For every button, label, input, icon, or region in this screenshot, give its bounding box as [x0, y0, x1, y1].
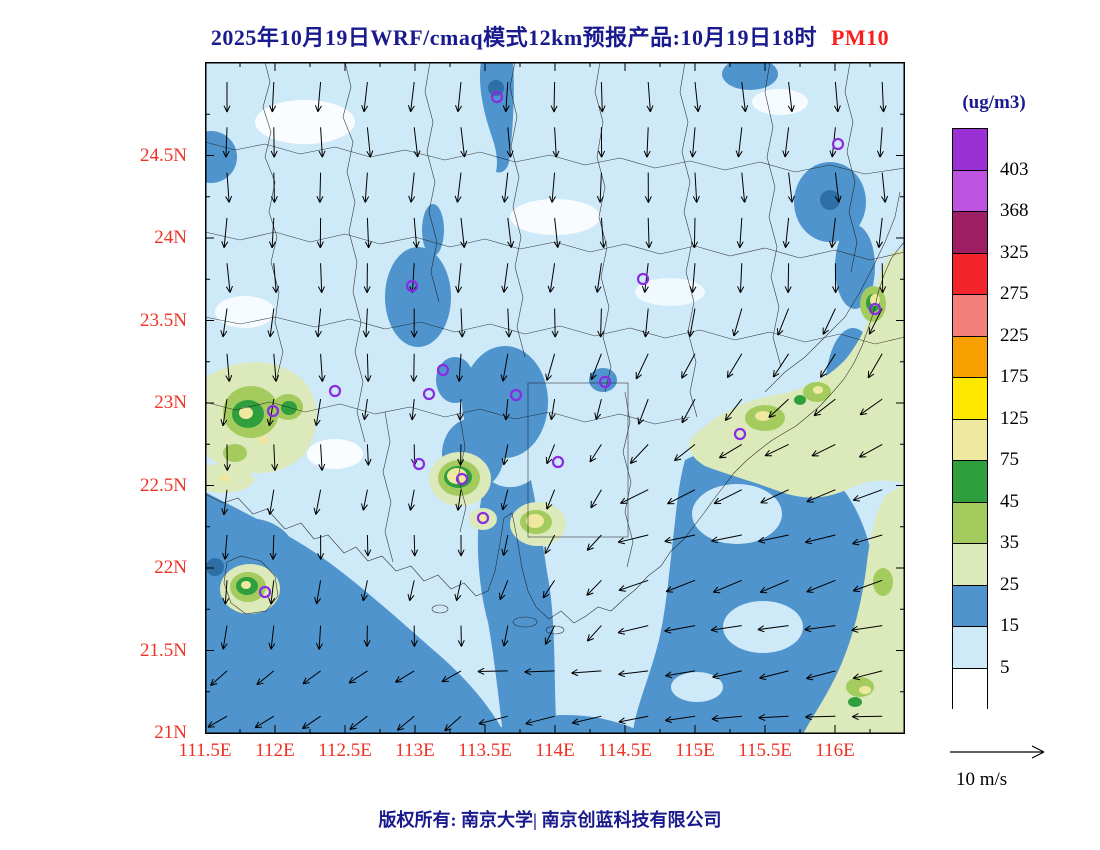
lat-tick-label: 23.5N — [140, 309, 187, 331]
lon-tick-label: 116E — [815, 740, 855, 761]
legend-cell — [953, 502, 987, 544]
city-marker-layer — [258, 90, 882, 599]
city-marker — [733, 427, 747, 441]
legend-cell — [953, 544, 987, 586]
lon-tick-label: 115E — [675, 740, 715, 761]
legend-cell — [953, 212, 987, 254]
city-marker — [831, 137, 845, 151]
legend-cell — [953, 170, 987, 212]
boundary-lines-layer — [205, 62, 905, 635]
legend-cell — [953, 461, 987, 503]
lat-tick-label: 22N — [154, 557, 187, 578]
city-marker — [422, 387, 436, 401]
city-marker — [868, 302, 882, 316]
lat-tick-label: 21.5N — [140, 639, 187, 661]
lon-tick-label: 111.5E — [178, 740, 232, 761]
legend-cell — [953, 129, 987, 171]
legend-value-label: 25 — [1000, 573, 1019, 595]
lon-tick-label: 112E — [255, 740, 295, 761]
legend-value-label: 225 — [1000, 324, 1029, 346]
lon-tick-label: 115.5E — [738, 740, 792, 761]
city-marker — [266, 404, 280, 418]
legend-cell — [953, 627, 987, 669]
legend-unit-label: (ug/m3) — [962, 92, 1026, 113]
lat-tick-label: 21N — [154, 722, 187, 743]
title-text: 2025年10月19日WRF/cmaq模式12km预报产品:10月19日18时 — [210, 25, 817, 50]
legend-cell — [953, 253, 987, 295]
colorbar — [952, 128, 988, 710]
legend-cell — [953, 336, 987, 378]
legend-value-label: 275 — [1000, 283, 1029, 304]
city-marker — [476, 511, 490, 525]
title-species-pm10: PM10 — [830, 25, 890, 50]
city-marker — [509, 388, 523, 402]
legend-cell — [953, 378, 987, 420]
lat-tick-label: 23N — [154, 392, 187, 413]
legend-value-label: 35 — [1000, 532, 1019, 553]
forecast-map — [205, 62, 905, 734]
city-marker — [551, 455, 565, 469]
lon-tick-label: 114E — [535, 740, 575, 761]
legend-cell — [953, 419, 987, 461]
legend-cell — [953, 668, 987, 710]
city-marker — [328, 384, 342, 398]
legend-value-label: 325 — [1000, 241, 1029, 263]
page-title: 2025年10月19日WRF/cmaq模式12km预报产品:10月19日18时 P… — [0, 20, 1100, 52]
city-marker — [436, 363, 450, 377]
legend-value-label: 45 — [1000, 490, 1019, 512]
city-marker — [455, 472, 469, 486]
legend-value-label: 15 — [1000, 615, 1019, 636]
legend-value-label: 125 — [1000, 407, 1029, 429]
lat-tick-label: 24N — [154, 227, 187, 248]
city-marker — [598, 375, 612, 389]
map-frame — [205, 62, 905, 734]
wind-scale-label: 10 m/s — [956, 769, 1008, 790]
wind-vector-layer — [207, 81, 889, 732]
wind-scale: 10 m/s — [942, 736, 1072, 790]
city-marker — [490, 90, 504, 104]
city-marker — [258, 585, 272, 599]
map-canvas — [205, 62, 905, 734]
legend-cell — [953, 585, 987, 627]
lon-tick-label: 113.5E — [458, 740, 512, 761]
colorbar-legend: (ug/m3) 403 368 325 275 225 175 125 75 45 35 25 15 5 — [948, 92, 1058, 732]
legend-value-label: 175 — [1000, 366, 1029, 387]
legend-value-label: 5 — [1000, 656, 1010, 678]
lon-tick-label: 112.5E — [318, 740, 372, 761]
legend-value-label: 75 — [1000, 449, 1019, 470]
legend-value-label: 368 — [1000, 200, 1029, 221]
latitude-axis: 24.5N 24N 23.5N 23N 22.5N 22N 21.5N 21N — [0, 62, 197, 744]
copyright-footer: 版权所有: 南京大学| 南京创蓝科技有限公司 — [378, 810, 722, 830]
legend-cell — [953, 295, 987, 337]
contour-fill-layer — [205, 62, 905, 734]
city-marker — [636, 272, 650, 286]
city-marker — [405, 279, 419, 293]
longitude-axis: 111.5E 112E 112.5E 113E 113.5E 114E 114.5E 115E… — [179, 738, 907, 764]
wind-scale-arrow — [950, 745, 1045, 759]
lon-tick-label: 114.5E — [598, 740, 652, 761]
lat-tick-label: 22.5N — [140, 474, 187, 496]
lon-tick-label: 113E — [395, 740, 435, 761]
lat-tick-label: 24.5N — [140, 144, 187, 166]
city-marker — [412, 457, 426, 471]
legend-value-label: 403 — [1000, 158, 1029, 180]
